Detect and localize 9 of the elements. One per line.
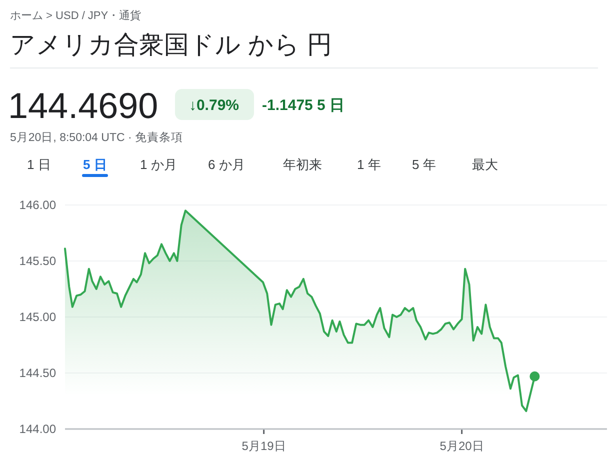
x-tick-label: 5月20日 <box>440 439 484 453</box>
y-tick-label: 146.00 <box>19 198 56 212</box>
y-tick-label: 145.00 <box>19 310 56 324</box>
header: ホーム > USD / JPY・通貨 アメリカ合衆国ドル から 円 144.4690 ↓0.79% -1.1475 5 日 5月20日, 8:50:04 UTC · 免責条項 1 日 5 日 1 か月 6 か月 年初来 1 年 5 年 最大 <box>8 10 598 177</box>
x-tick-label: 5月19日 <box>242 439 286 453</box>
y-tick-label: 144.00 <box>19 422 56 436</box>
y-tick-label: 145.50 <box>19 254 56 268</box>
y-tick-label: 144.50 <box>19 366 56 380</box>
chart-title: アメリカ合衆国ドル から 円 <box>10 31 332 59</box>
